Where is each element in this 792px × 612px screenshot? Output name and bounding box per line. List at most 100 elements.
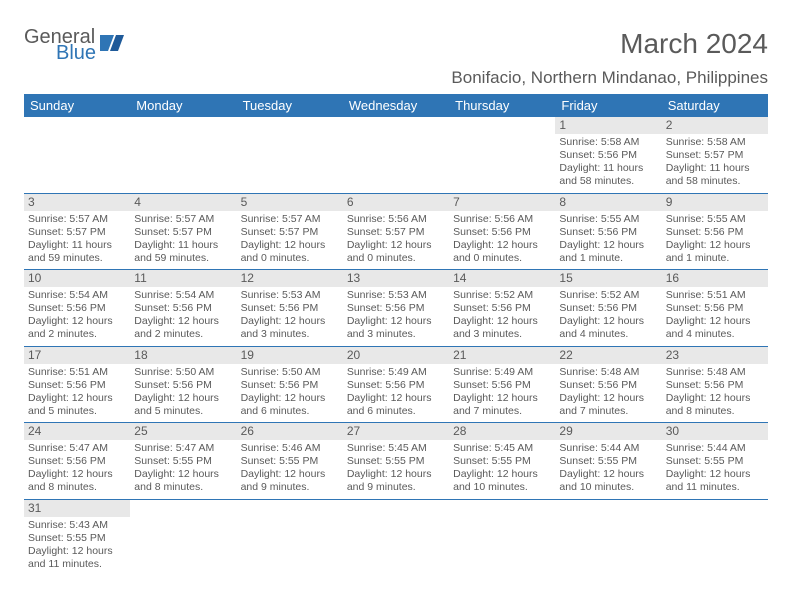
weeks-container: 1Sunrise: 5:58 AMSunset: 5:56 PMDaylight… (24, 117, 768, 575)
sunrise-text: Sunrise: 5:46 AM (241, 442, 339, 455)
day-number: 2 (662, 117, 768, 134)
day-cell: 31Sunrise: 5:43 AMSunset: 5:55 PMDayligh… (24, 500, 130, 576)
day-cell: 6Sunrise: 5:56 AMSunset: 5:57 PMDaylight… (343, 194, 449, 270)
daylight-text: Daylight: 12 hours and 0 minutes. (347, 239, 445, 265)
day-number: 1 (555, 117, 661, 134)
day-info: Sunrise: 5:47 AMSunset: 5:55 PMDaylight:… (130, 440, 236, 499)
sunset-text: Sunset: 5:56 PM (559, 149, 657, 162)
day-number: 21 (449, 347, 555, 364)
daylight-text: Daylight: 12 hours and 8 minutes. (134, 468, 232, 494)
day-info: Sunrise: 5:58 AMSunset: 5:57 PMDaylight:… (662, 134, 768, 193)
day-header-thu: Thursday (449, 94, 555, 117)
day-cell (343, 117, 449, 193)
day-info: Sunrise: 5:57 AMSunset: 5:57 PMDaylight:… (237, 211, 343, 270)
day-cell: 26Sunrise: 5:46 AMSunset: 5:55 PMDayligh… (237, 423, 343, 499)
sunrise-text: Sunrise: 5:55 AM (666, 213, 764, 226)
sunrise-text: Sunrise: 5:52 AM (559, 289, 657, 302)
day-info: Sunrise: 5:58 AMSunset: 5:56 PMDaylight:… (555, 134, 661, 193)
daylight-text: Daylight: 12 hours and 5 minutes. (28, 392, 126, 418)
sunrise-text: Sunrise: 5:44 AM (666, 442, 764, 455)
day-cell (237, 117, 343, 193)
day-cell: 23Sunrise: 5:48 AMSunset: 5:56 PMDayligh… (662, 347, 768, 423)
day-number: 31 (24, 500, 130, 517)
day-info: Sunrise: 5:54 AMSunset: 5:56 PMDaylight:… (130, 287, 236, 346)
calendar: Sunday Monday Tuesday Wednesday Thursday… (24, 94, 768, 575)
day-cell: 12Sunrise: 5:53 AMSunset: 5:56 PMDayligh… (237, 270, 343, 346)
day-info: Sunrise: 5:47 AMSunset: 5:56 PMDaylight:… (24, 440, 130, 499)
day-number: 17 (24, 347, 130, 364)
day-cell: 15Sunrise: 5:52 AMSunset: 5:56 PMDayligh… (555, 270, 661, 346)
daylight-text: Daylight: 12 hours and 6 minutes. (347, 392, 445, 418)
day-header-sat: Saturday (662, 94, 768, 117)
day-cell: 21Sunrise: 5:49 AMSunset: 5:56 PMDayligh… (449, 347, 555, 423)
day-number: 20 (343, 347, 449, 364)
sunset-text: Sunset: 5:56 PM (347, 379, 445, 392)
daylight-text: Daylight: 12 hours and 0 minutes. (241, 239, 339, 265)
daylight-text: Daylight: 12 hours and 5 minutes. (134, 392, 232, 418)
sunrise-text: Sunrise: 5:54 AM (28, 289, 126, 302)
sunrise-text: Sunrise: 5:53 AM (347, 289, 445, 302)
sunset-text: Sunset: 5:55 PM (134, 455, 232, 468)
day-cell (662, 500, 768, 576)
day-cell: 9Sunrise: 5:55 AMSunset: 5:56 PMDaylight… (662, 194, 768, 270)
sunrise-text: Sunrise: 5:54 AM (134, 289, 232, 302)
day-number: 23 (662, 347, 768, 364)
day-header-sun: Sunday (24, 94, 130, 117)
sunset-text: Sunset: 5:56 PM (666, 226, 764, 239)
day-number: 8 (555, 194, 661, 211)
sunset-text: Sunset: 5:56 PM (28, 302, 126, 315)
sunset-text: Sunset: 5:55 PM (241, 455, 339, 468)
sunrise-text: Sunrise: 5:43 AM (28, 519, 126, 532)
day-number: 4 (130, 194, 236, 211)
daylight-text: Daylight: 12 hours and 11 minutes. (28, 545, 126, 571)
sunrise-text: Sunrise: 5:50 AM (241, 366, 339, 379)
week-row: 1Sunrise: 5:58 AMSunset: 5:56 PMDaylight… (24, 117, 768, 194)
day-info: Sunrise: 5:45 AMSunset: 5:55 PMDaylight:… (449, 440, 555, 499)
day-number: 22 (555, 347, 661, 364)
day-info: Sunrise: 5:49 AMSunset: 5:56 PMDaylight:… (449, 364, 555, 423)
daylight-text: Daylight: 12 hours and 3 minutes. (347, 315, 445, 341)
sunrise-text: Sunrise: 5:57 AM (241, 213, 339, 226)
month-title: March 2024 (451, 28, 768, 60)
day-number: 15 (555, 270, 661, 287)
day-cell: 18Sunrise: 5:50 AMSunset: 5:56 PMDayligh… (130, 347, 236, 423)
daylight-text: Daylight: 12 hours and 3 minutes. (453, 315, 551, 341)
day-info: Sunrise: 5:45 AMSunset: 5:55 PMDaylight:… (343, 440, 449, 499)
day-number: 24 (24, 423, 130, 440)
day-header-wed: Wednesday (343, 94, 449, 117)
day-number: 18 (130, 347, 236, 364)
daylight-text: Daylight: 11 hours and 58 minutes. (666, 162, 764, 188)
day-cell (130, 500, 236, 576)
sunrise-text: Sunrise: 5:48 AM (559, 366, 657, 379)
day-number: 29 (555, 423, 661, 440)
day-number: 13 (343, 270, 449, 287)
day-info: Sunrise: 5:53 AMSunset: 5:56 PMDaylight:… (343, 287, 449, 346)
title-block: March 2024 Bonifacio, Northern Mindanao,… (451, 28, 768, 88)
day-header-mon: Monday (130, 94, 236, 117)
day-info: Sunrise: 5:44 AMSunset: 5:55 PMDaylight:… (662, 440, 768, 499)
week-row: 31Sunrise: 5:43 AMSunset: 5:55 PMDayligh… (24, 500, 768, 576)
day-info: Sunrise: 5:56 AMSunset: 5:57 PMDaylight:… (343, 211, 449, 270)
sunrise-text: Sunrise: 5:52 AM (453, 289, 551, 302)
day-cell: 5Sunrise: 5:57 AMSunset: 5:57 PMDaylight… (237, 194, 343, 270)
location: Bonifacio, Northern Mindanao, Philippine… (451, 68, 768, 88)
day-number: 3 (24, 194, 130, 211)
day-header-fri: Friday (555, 94, 661, 117)
sunset-text: Sunset: 5:55 PM (666, 455, 764, 468)
day-cell: 20Sunrise: 5:49 AMSunset: 5:56 PMDayligh… (343, 347, 449, 423)
week-row: 3Sunrise: 5:57 AMSunset: 5:57 PMDaylight… (24, 194, 768, 271)
day-number: 28 (449, 423, 555, 440)
sunset-text: Sunset: 5:56 PM (559, 226, 657, 239)
sunset-text: Sunset: 5:56 PM (453, 226, 551, 239)
day-cell: 1Sunrise: 5:58 AMSunset: 5:56 PMDaylight… (555, 117, 661, 193)
day-info: Sunrise: 5:57 AMSunset: 5:57 PMDaylight:… (130, 211, 236, 270)
flag-icon (100, 33, 126, 58)
daylight-text: Daylight: 12 hours and 4 minutes. (666, 315, 764, 341)
sunrise-text: Sunrise: 5:48 AM (666, 366, 764, 379)
day-cell: 3Sunrise: 5:57 AMSunset: 5:57 PMDaylight… (24, 194, 130, 270)
logo-text-blue: Blue (56, 44, 96, 62)
day-cell (130, 117, 236, 193)
day-number: 11 (130, 270, 236, 287)
daylight-text: Daylight: 11 hours and 59 minutes. (28, 239, 126, 265)
day-cell: 16Sunrise: 5:51 AMSunset: 5:56 PMDayligh… (662, 270, 768, 346)
